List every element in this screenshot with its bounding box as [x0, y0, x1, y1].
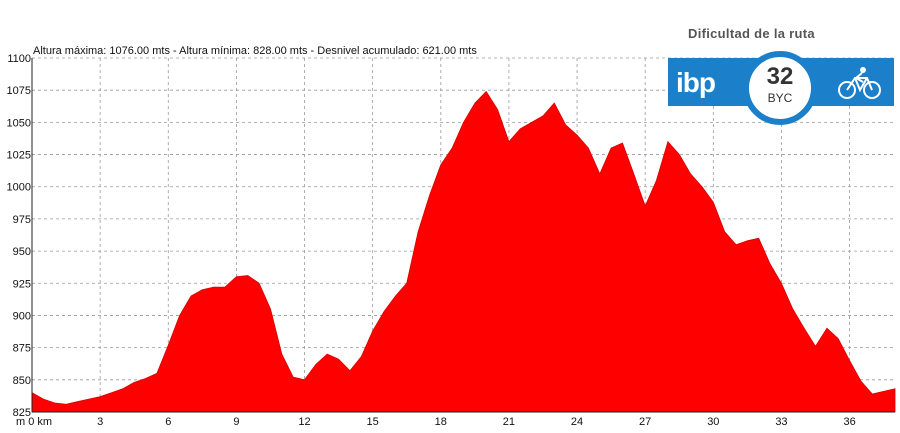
difficulty-unit: BYC: [767, 91, 793, 105]
y-tick-label: 875: [13, 343, 31, 355]
y-tick-label: 1025: [7, 150, 31, 162]
y-tick-label: 1075: [7, 85, 31, 97]
x-tick-label: 3: [97, 416, 103, 428]
x-tick-label: 9: [233, 416, 239, 428]
x-tick-label: 24: [571, 416, 583, 428]
y-tick-label: 825: [13, 407, 31, 419]
y-tick-label: 925: [13, 278, 31, 290]
x-tick-label: 21: [503, 416, 515, 428]
x-origin-label: m 0 km: [16, 416, 52, 428]
y-tick-label: 1050: [7, 117, 31, 129]
elevation-area: [31, 90, 896, 413]
x-tick-label: 15: [367, 416, 379, 428]
elevation-stats: Altura máxima: 1076.00 mts - Altura míni…: [33, 45, 477, 57]
difficulty-score: 32: [766, 63, 794, 90]
x-tick-label: 36: [843, 416, 855, 428]
difficulty-score-circle: 32 BYC: [743, 51, 817, 125]
x-tick-label: 18: [435, 416, 447, 428]
y-tick-label: 1000: [7, 182, 31, 194]
chart-frame: [31, 58, 895, 413]
difficulty-title: Dificultad de la ruta: [688, 26, 815, 41]
x-tick-label: 12: [298, 416, 310, 428]
x-tick-label: 33: [775, 416, 787, 428]
y-tick-label: 850: [13, 375, 31, 387]
x-tick-label: 30: [707, 416, 719, 428]
y-tick-label: 950: [13, 246, 31, 258]
difficulty-badge: ibp 32 BYC: [668, 51, 894, 125]
y-tick-label: 975: [13, 214, 31, 226]
x-tick-labels: 3 6 9 12 15 18 21 24 27 30 33 36: [97, 416, 856, 428]
y-tick-labels: 825 850 875 900 925 950 975 1000 1025 1050 1075 110…: [7, 53, 31, 419]
x-tick-label: 27: [639, 416, 651, 428]
ibp-logo: ibp: [676, 67, 716, 98]
x-tick-label: 6: [165, 416, 171, 428]
y-tick-label: 1100: [7, 53, 31, 65]
y-tick-label: 900: [13, 310, 31, 322]
cyclist-icon: [838, 67, 881, 99]
